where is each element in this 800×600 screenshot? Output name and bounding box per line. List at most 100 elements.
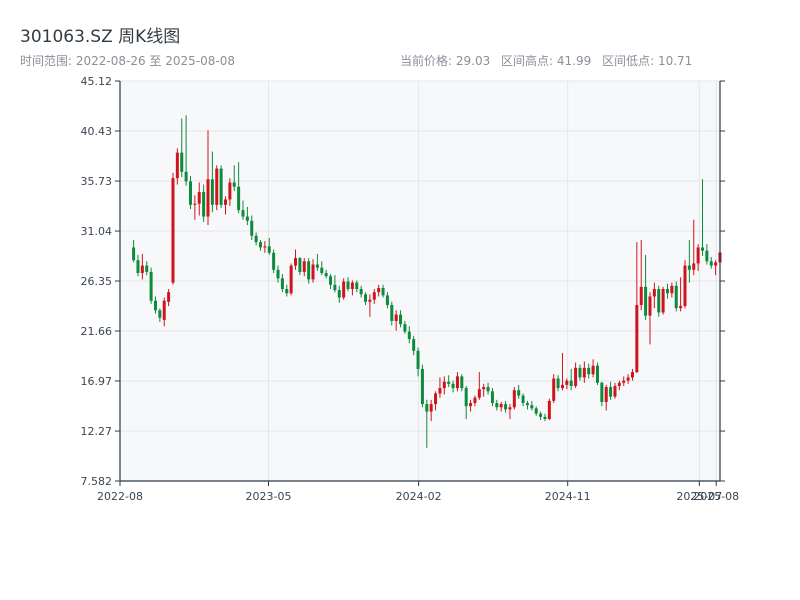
y-tick-label: 26.35 (81, 275, 113, 288)
candle (652, 282, 656, 309)
candle (504, 400, 508, 413)
candle-body (329, 276, 333, 285)
candle-body (434, 393, 438, 405)
candle (136, 254, 140, 277)
candle-body (692, 263, 696, 270)
chart-title: 301063.SZ 周K线图 (20, 27, 181, 47)
candle-body (455, 376, 459, 389)
candle (149, 267, 153, 304)
candle-body (407, 331, 411, 340)
candle (202, 184, 206, 222)
y-tick-label: 12.27 (81, 425, 113, 438)
candle-body (175, 152, 179, 179)
candle (469, 399, 473, 412)
candle-body (714, 262, 718, 266)
candle-body (162, 300, 166, 320)
candle-body (215, 168, 219, 205)
candle (329, 274, 333, 290)
candle-body (490, 391, 494, 404)
candle (560, 352, 564, 391)
candle-body (180, 152, 184, 172)
candle (486, 382, 490, 395)
candle (613, 382, 617, 399)
candle (228, 178, 232, 206)
candle (276, 265, 280, 283)
candle (447, 375, 451, 388)
candle (582, 361, 586, 383)
y-tick-label: 31.04 (81, 225, 113, 238)
candle (477, 372, 481, 400)
candle-body (665, 289, 669, 294)
candle-body (539, 413, 543, 417)
candle (355, 280, 359, 293)
candle-body (622, 380, 626, 383)
candle (350, 280, 354, 296)
candle-body (333, 284, 337, 291)
candle-body (705, 250, 709, 262)
candle (438, 377, 442, 398)
candle-body (171, 178, 175, 283)
candle-body (149, 271, 153, 301)
candle-body (438, 388, 442, 394)
candle-body (578, 367, 582, 378)
candle-body (613, 385, 617, 397)
candle-body (674, 285, 678, 309)
candle-body (486, 387, 490, 392)
candle-body (372, 292, 376, 300)
candle (364, 292, 368, 305)
time-range-label: 时间范围: 2022-08-26 至 2025-08-08 (20, 54, 235, 68)
candle (696, 244, 700, 271)
candle (630, 368, 634, 381)
candle (442, 376, 446, 395)
candle-body (394, 314, 398, 321)
candle (210, 151, 214, 213)
candle (368, 294, 372, 317)
candle (705, 244, 709, 265)
candle-body (315, 264, 319, 268)
candle (626, 374, 630, 384)
candle-body (569, 380, 573, 386)
candle (377, 284, 381, 297)
candle-body (320, 267, 324, 274)
candle-body (337, 290, 341, 298)
candle (600, 381, 604, 407)
candle (416, 347, 420, 377)
candle (587, 363, 591, 379)
candle (709, 257, 713, 269)
candle-body (368, 299, 372, 302)
candle-body (294, 258, 298, 266)
candle (687, 239, 691, 283)
candle (193, 195, 197, 220)
candle-body (464, 388, 468, 407)
candle (508, 404, 512, 420)
candle (158, 308, 162, 323)
candle-body (228, 182, 232, 200)
candle-body (285, 289, 289, 294)
candle (254, 232, 258, 246)
candle (385, 292, 389, 309)
candle (184, 115, 188, 186)
candle-body (652, 289, 656, 297)
candle-body (512, 390, 516, 408)
interval-low-label: 区间低点: 10.71 (602, 54, 693, 68)
candle (595, 362, 599, 385)
candle (359, 285, 363, 298)
candle (302, 258, 306, 277)
candle (167, 289, 171, 307)
candle-body (302, 261, 306, 272)
candle-body (709, 261, 713, 266)
candle (245, 206, 249, 226)
candle-body (687, 265, 691, 270)
candle (617, 380, 621, 391)
candle (307, 258, 311, 284)
candle-body (683, 265, 687, 307)
candle (578, 364, 582, 381)
y-tick-label: 45.12 (81, 75, 113, 88)
candle (206, 130, 210, 226)
candle (175, 148, 179, 185)
candle-body (679, 306, 683, 309)
candle-body (390, 304, 394, 321)
candle (499, 401, 503, 412)
candle-body (355, 282, 359, 290)
candle-body (385, 295, 389, 305)
